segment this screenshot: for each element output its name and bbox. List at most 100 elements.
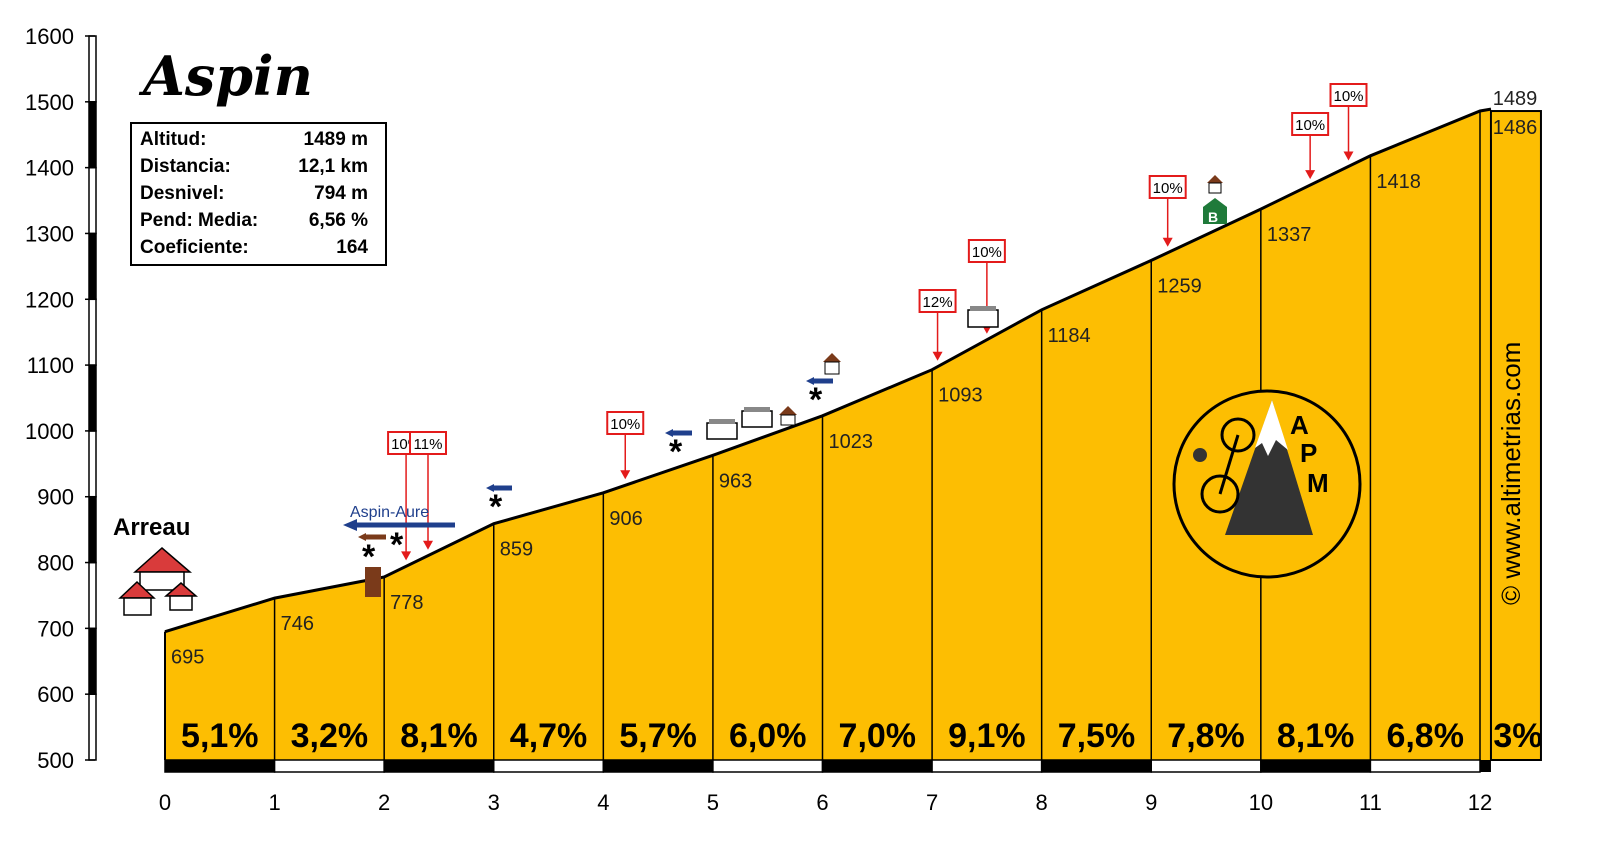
elevation-label: 746	[281, 613, 314, 635]
altitude-bar-segment	[88, 298, 97, 366]
house-icon	[1207, 175, 1223, 194]
distance-bar-segment	[1369, 759, 1481, 773]
elevation-label: 695	[171, 647, 204, 669]
x-tick-label: 0	[159, 790, 171, 815]
final-label-bg	[1491, 113, 1538, 140]
steep-marker-arrowhead	[932, 351, 943, 361]
summary-value: 794 m	[314, 183, 368, 204]
distance-bar-segment	[821, 759, 933, 773]
x-tick-label: 10	[1249, 790, 1273, 815]
altitude-bar-segment	[88, 232, 97, 301]
profile-area	[165, 109, 1491, 761]
x-tick-label: 7	[926, 790, 938, 815]
altitude-bar-segment	[88, 627, 97, 695]
summary-value: 164	[336, 237, 368, 258]
start-village: Arreau	[113, 514, 199, 616]
x-tick-label: 4	[597, 790, 609, 815]
summary-value: 12,1 km	[298, 156, 368, 177]
building-icon	[741, 407, 773, 428]
steep-marker: 10%	[1291, 112, 1330, 180]
y-tick-label: 600	[37, 682, 74, 707]
elevation-label: 1418	[1376, 171, 1421, 193]
distance-bar-segment	[493, 759, 605, 773]
gradient-label: 3%	[1493, 717, 1542, 755]
distance-bar-segment	[273, 759, 385, 773]
steep-marker-label: 10%	[1153, 180, 1183, 197]
steep-marker-arrowhead	[423, 540, 433, 550]
steep-marker-arrowhead	[401, 551, 412, 561]
x-tick-label: 5	[707, 790, 719, 815]
elevation-label: 1337	[1267, 224, 1312, 246]
elevation-label: 906	[609, 508, 642, 530]
x-tick-label: 9	[1145, 790, 1157, 815]
elevation-label: 1023	[829, 431, 874, 453]
village-icon	[118, 547, 199, 616]
elevation-label: 963	[719, 470, 752, 492]
summary-label: Distancia:	[140, 156, 231, 177]
gradient-label: 5,1%	[181, 717, 259, 755]
steep-marker: 10%	[1329, 83, 1368, 161]
elevation-label: 1184	[1048, 325, 1091, 347]
x-tick-label: 12	[1468, 790, 1492, 815]
summary-label: Coeficiente:	[140, 237, 249, 258]
summary-label: Altitud:	[140, 129, 206, 150]
x-tick-label: 1	[268, 790, 280, 815]
steep-marker: 10%	[606, 411, 645, 480]
steep-marker-arrowhead	[620, 470, 631, 480]
gradient-label: 9,1%	[948, 717, 1026, 755]
gradient-label: 8,1%	[1277, 717, 1355, 755]
elevation-label: 859	[500, 539, 533, 561]
road-junction-arrows: * * * * *	[358, 377, 833, 576]
y-tick-label: 800	[37, 551, 74, 576]
svg-text:B: B	[1208, 209, 1218, 225]
start-label: Arreau	[113, 514, 190, 541]
summary-box: Altitud: 1489 m Distancia: 12,1 km Desnivel:…	[130, 122, 387, 266]
house-icon	[779, 406, 797, 426]
altitude-bar-segment	[88, 693, 97, 761]
y-tick-label: 1200	[25, 287, 74, 312]
altitude-bar-segment	[88, 364, 97, 432]
y-tick-label: 1600	[25, 24, 74, 49]
profile-line	[164, 107, 1492, 634]
x-tick-label: 3	[488, 790, 500, 815]
y-tick-label: 1100	[27, 353, 74, 378]
summary-label: Desnivel:	[140, 183, 224, 204]
logo-letter-m: M	[1307, 468, 1329, 498]
buildings: B	[365, 175, 1227, 597]
chart-title: Aspin	[138, 44, 313, 108]
building-icon	[967, 306, 999, 328]
x-tick-label: 8	[1036, 790, 1048, 815]
steep-marker: 11%	[409, 431, 447, 550]
steep-marker: 10%	[1148, 175, 1187, 247]
y-tick-label: 900	[37, 485, 74, 510]
y-tick-label: 500	[37, 748, 74, 773]
building-icon	[706, 419, 738, 440]
steep-marker-arrowhead	[1162, 237, 1173, 247]
y-tick-label: 1400	[25, 156, 74, 181]
gradient-label: 8,1%	[400, 717, 478, 755]
summit-elevation-label: 1489	[1493, 88, 1538, 110]
summary-label: Pend: Media:	[140, 210, 258, 231]
altitude-bar-segment	[88, 35, 97, 103]
house-icon	[823, 353, 841, 375]
distance-bar-segment	[602, 759, 714, 773]
x-tick-label: 2	[378, 790, 390, 815]
elevation-label: 1259	[1157, 275, 1202, 297]
steep-marker-label: 10%	[1295, 117, 1325, 134]
gradient-label: 7,0%	[839, 717, 917, 755]
altitude-bar-segment	[88, 561, 97, 630]
gradient-label: 6,0%	[729, 717, 807, 755]
x-tick-label: 6	[816, 790, 828, 815]
steep-marker-arrowhead	[1343, 151, 1354, 161]
steep-marker-label: 10%	[610, 416, 640, 433]
altitude-bar-segment	[88, 166, 97, 235]
x-tick-label: 11	[1359, 790, 1382, 815]
star-icon: *	[809, 381, 823, 419]
y-tick-label: 1300	[25, 221, 74, 246]
gradient-label: 4,7%	[510, 717, 588, 755]
watermark: © www.altimetrias.com	[1496, 342, 1526, 605]
steep-marker-label: 10%	[1333, 88, 1363, 105]
bar-sign-icon: B	[1203, 198, 1227, 225]
distance-bar-segment	[1260, 759, 1372, 773]
logo-letter-p: P	[1300, 438, 1317, 468]
